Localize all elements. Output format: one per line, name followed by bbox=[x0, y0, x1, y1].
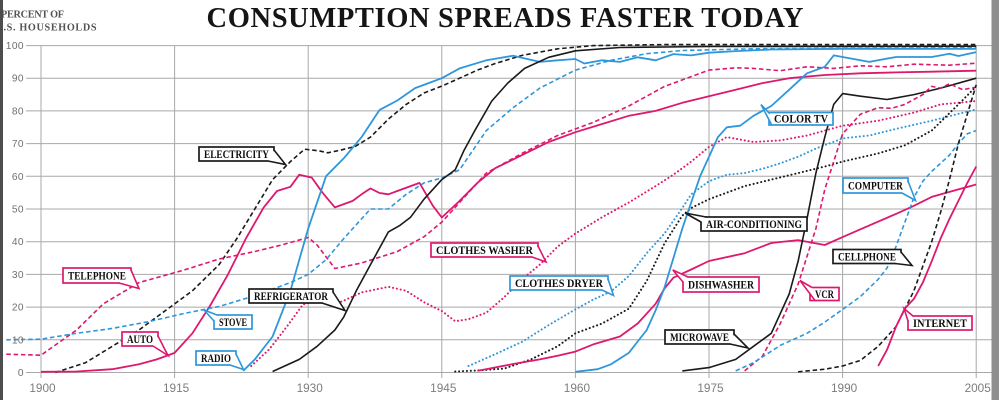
svg-text:STOVE: STOVE bbox=[219, 317, 247, 329]
svg-text:50: 50 bbox=[12, 205, 24, 216]
svg-text:CLOTHES DRYER: CLOTHES DRYER bbox=[515, 278, 604, 290]
svg-text:VCR: VCR bbox=[815, 289, 835, 301]
svg-text:TELEPHONE: TELEPHONE bbox=[68, 270, 126, 282]
svg-text:100: 100 bbox=[6, 41, 24, 52]
svg-text:ELECTRICITY: ELECTRICITY bbox=[204, 149, 270, 161]
svg-text:CELLPHONE: CELLPHONE bbox=[838, 251, 896, 263]
svg-text:MICROWAVE: MICROWAVE bbox=[670, 332, 729, 344]
svg-text:CONSUMPTION SPREADS FASTER TOD: CONSUMPTION SPREADS FASTER TODAY bbox=[207, 3, 804, 34]
svg-text:REFRIGERATOR: REFRIGERATOR bbox=[254, 291, 329, 303]
svg-text:10: 10 bbox=[12, 335, 24, 346]
svg-text:CLOTHES WASHER: CLOTHES WASHER bbox=[436, 245, 534, 257]
svg-text:1900: 1900 bbox=[29, 381, 56, 395]
svg-text:1930: 1930 bbox=[297, 381, 324, 395]
svg-text:COLOR TV: COLOR TV bbox=[774, 114, 829, 126]
svg-text:1915: 1915 bbox=[163, 381, 190, 395]
svg-text:COMPUTER: COMPUTER bbox=[848, 180, 904, 192]
svg-text:INTERNET: INTERNET bbox=[913, 318, 967, 330]
svg-text:60: 60 bbox=[12, 172, 24, 183]
svg-text:AIR-CONDITIONING: AIR-CONDITIONING bbox=[706, 219, 802, 231]
svg-text:0: 0 bbox=[18, 368, 24, 379]
svg-text:U.S. HOUSEHOLDS: U.S. HOUSEHOLDS bbox=[0, 23, 97, 34]
svg-text:30: 30 bbox=[12, 270, 24, 281]
svg-text:2005: 2005 bbox=[965, 381, 992, 395]
svg-text:AUTO: AUTO bbox=[127, 334, 153, 346]
svg-text:1975: 1975 bbox=[697, 381, 724, 395]
svg-text:40: 40 bbox=[12, 237, 24, 248]
svg-text:1990: 1990 bbox=[831, 381, 858, 395]
svg-text:DISHWASHER: DISHWASHER bbox=[688, 279, 755, 291]
svg-text:90: 90 bbox=[12, 74, 24, 85]
svg-text:1945: 1945 bbox=[430, 381, 457, 395]
svg-text:80: 80 bbox=[12, 106, 24, 117]
svg-text:RADIO: RADIO bbox=[201, 353, 231, 365]
svg-text:PERCENT OF: PERCENT OF bbox=[1, 10, 64, 21]
svg-text:1960: 1960 bbox=[564, 381, 591, 395]
svg-text:70: 70 bbox=[12, 139, 24, 150]
svg-text:20: 20 bbox=[12, 303, 24, 314]
